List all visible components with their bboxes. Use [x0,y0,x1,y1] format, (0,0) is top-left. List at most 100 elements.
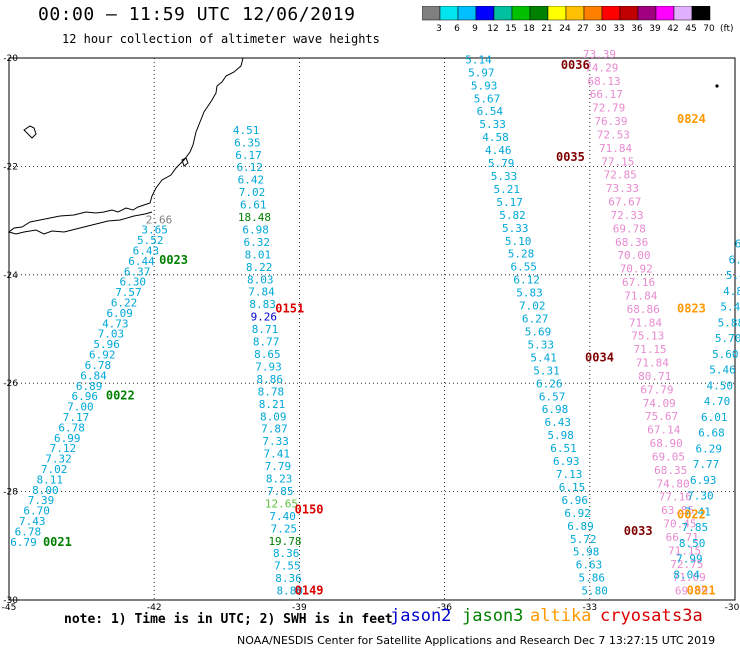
swh-value: 5.43 [726,269,740,282]
lat-tick-label: -30 [3,596,18,606]
swh-value: 5.98 [547,429,574,442]
swh-value: 4.58 [482,131,509,144]
swh-value: 8.23 [266,473,293,486]
swh-value: 8.11 [36,473,63,486]
lon-tick-label: -39 [292,603,307,613]
swh-value: 6.78 [15,525,42,538]
swh-value: 71.15 [668,544,701,557]
swh-value: 72.79 [592,102,625,115]
swh-value: 6.78 [85,359,112,372]
swh-value: 6.63 [576,559,603,572]
pass-time-label: 0823 [677,302,706,316]
colorbar-label: 45 [685,24,696,34]
swh-value: 6.35 [234,136,261,149]
swh-value: 5.14 [465,53,492,66]
swh-value: 72.33 [611,209,644,222]
swh-value: 68.86 [627,303,660,316]
lon-tick-label: -30 [725,603,740,613]
colorbar-label: 70 [703,24,715,34]
map-frame [8,57,736,601]
swh-value: 7.30 [687,490,714,503]
swh-value: 7.33 [262,435,289,448]
colorbar-label: 21 [541,24,552,34]
swh-value: 70.00 [617,249,650,262]
swh-value: 7.25 [271,522,298,535]
swh-value: 7.02 [519,300,546,313]
pass-time-label: 0149 [295,584,324,598]
swh-value: 68.35 [654,464,687,477]
swh-value: 5.70 [715,332,740,345]
swh-value: 6.29 [695,442,722,455]
swh-value: 7.39 [28,494,55,507]
swh-value: 7.41 [264,448,291,461]
pass-time-label: 0023 [159,253,188,267]
colorbar-label: 12 [487,24,498,34]
swh-value: 4.50 [707,379,734,392]
swh-value: 4.84 [723,285,740,298]
swh-value: 6.43 [545,416,572,429]
swh-value: 7.02 [239,186,266,199]
swh-value: 6.92 [564,507,591,520]
swh-value: 18.48 [238,211,271,224]
swh-value: 5.97 [468,66,495,79]
swh-value: 7.41 [684,505,711,518]
swh-value: 5.79 [488,157,515,170]
swh-value: 73.39 [583,48,616,61]
swh-value: 68.90 [650,437,683,450]
swh-value: 71.15 [633,343,666,356]
swh-value: 5.88 [718,316,740,329]
mission-s3a: s3a [672,606,703,626]
pass-time-label: 0022 [677,508,706,522]
swh-value: 69.09 [675,585,708,598]
swh-value: 6.93 [553,455,580,468]
swh-value: 7.79 [265,460,292,473]
swh-value: 5.72 [570,533,597,546]
swh-value: 68.13 [588,75,621,88]
swh-value: 6.42 [238,174,265,187]
colorbar-label: 27 [577,24,588,34]
swh-value: 75.67 [645,410,678,423]
swh-value: 6.96 [562,494,589,507]
swh-value: 5.80 [581,585,608,598]
lat-tick-label: -26 [3,379,18,389]
swh-value: 4.51 [233,124,260,137]
swh-value: 8.36 [273,547,300,560]
swh-value: 71.84 [599,142,632,155]
swh-value: 6.09 [106,307,133,320]
swh-value: 7.13 [556,468,583,481]
swh-value: 6.12 [513,274,540,287]
swh-value: 6.1 [735,238,740,251]
swh-value: 74.29 [585,61,618,74]
swh-value: 5.28 [508,248,535,261]
colorbar-label: 6 [454,24,460,34]
swh-value: 4.73 [102,317,129,330]
swh-value: 8.80 [276,585,303,598]
swh-value: 8.78 [258,385,285,398]
swh-value: 6.55 [511,261,538,274]
pass-time-label: 0150 [295,502,324,516]
swh-value: 5.67 [474,92,501,105]
swh-value: 6.01 [701,411,728,424]
swh-value: 76.39 [594,115,627,128]
swh-value: 69.78 [613,222,646,235]
pass-time-label: 0824 [677,112,706,126]
colorbar-label: 18 [523,24,535,34]
swh-value: 2.66 [146,213,173,226]
mission-jason3: jason3 [462,606,524,626]
swh-value: 5.83 [516,287,543,300]
swh-value: 7.12 [50,442,77,455]
swh-value: 8.04 [673,568,700,581]
map-title: 00:00 – 11:59 UTC 12/06/2019 [38,4,356,25]
swh-value: 71.84 [624,289,657,302]
swh-value: 5.96 [93,338,120,351]
swh-value: 80.71 [638,370,671,383]
swh-value: 6.30 [120,276,147,289]
lon-tick-label: -42 [147,603,162,613]
pass-time-label: 0821 [687,584,716,598]
swh-value: 8.86 [256,373,283,386]
swh-value: 73.33 [606,182,639,195]
swh-value: 12.65 [265,497,298,510]
swh-value: 6.27 [522,313,549,326]
swh-value: 5.41 [530,351,557,364]
swh-value: 5.69 [525,325,552,338]
